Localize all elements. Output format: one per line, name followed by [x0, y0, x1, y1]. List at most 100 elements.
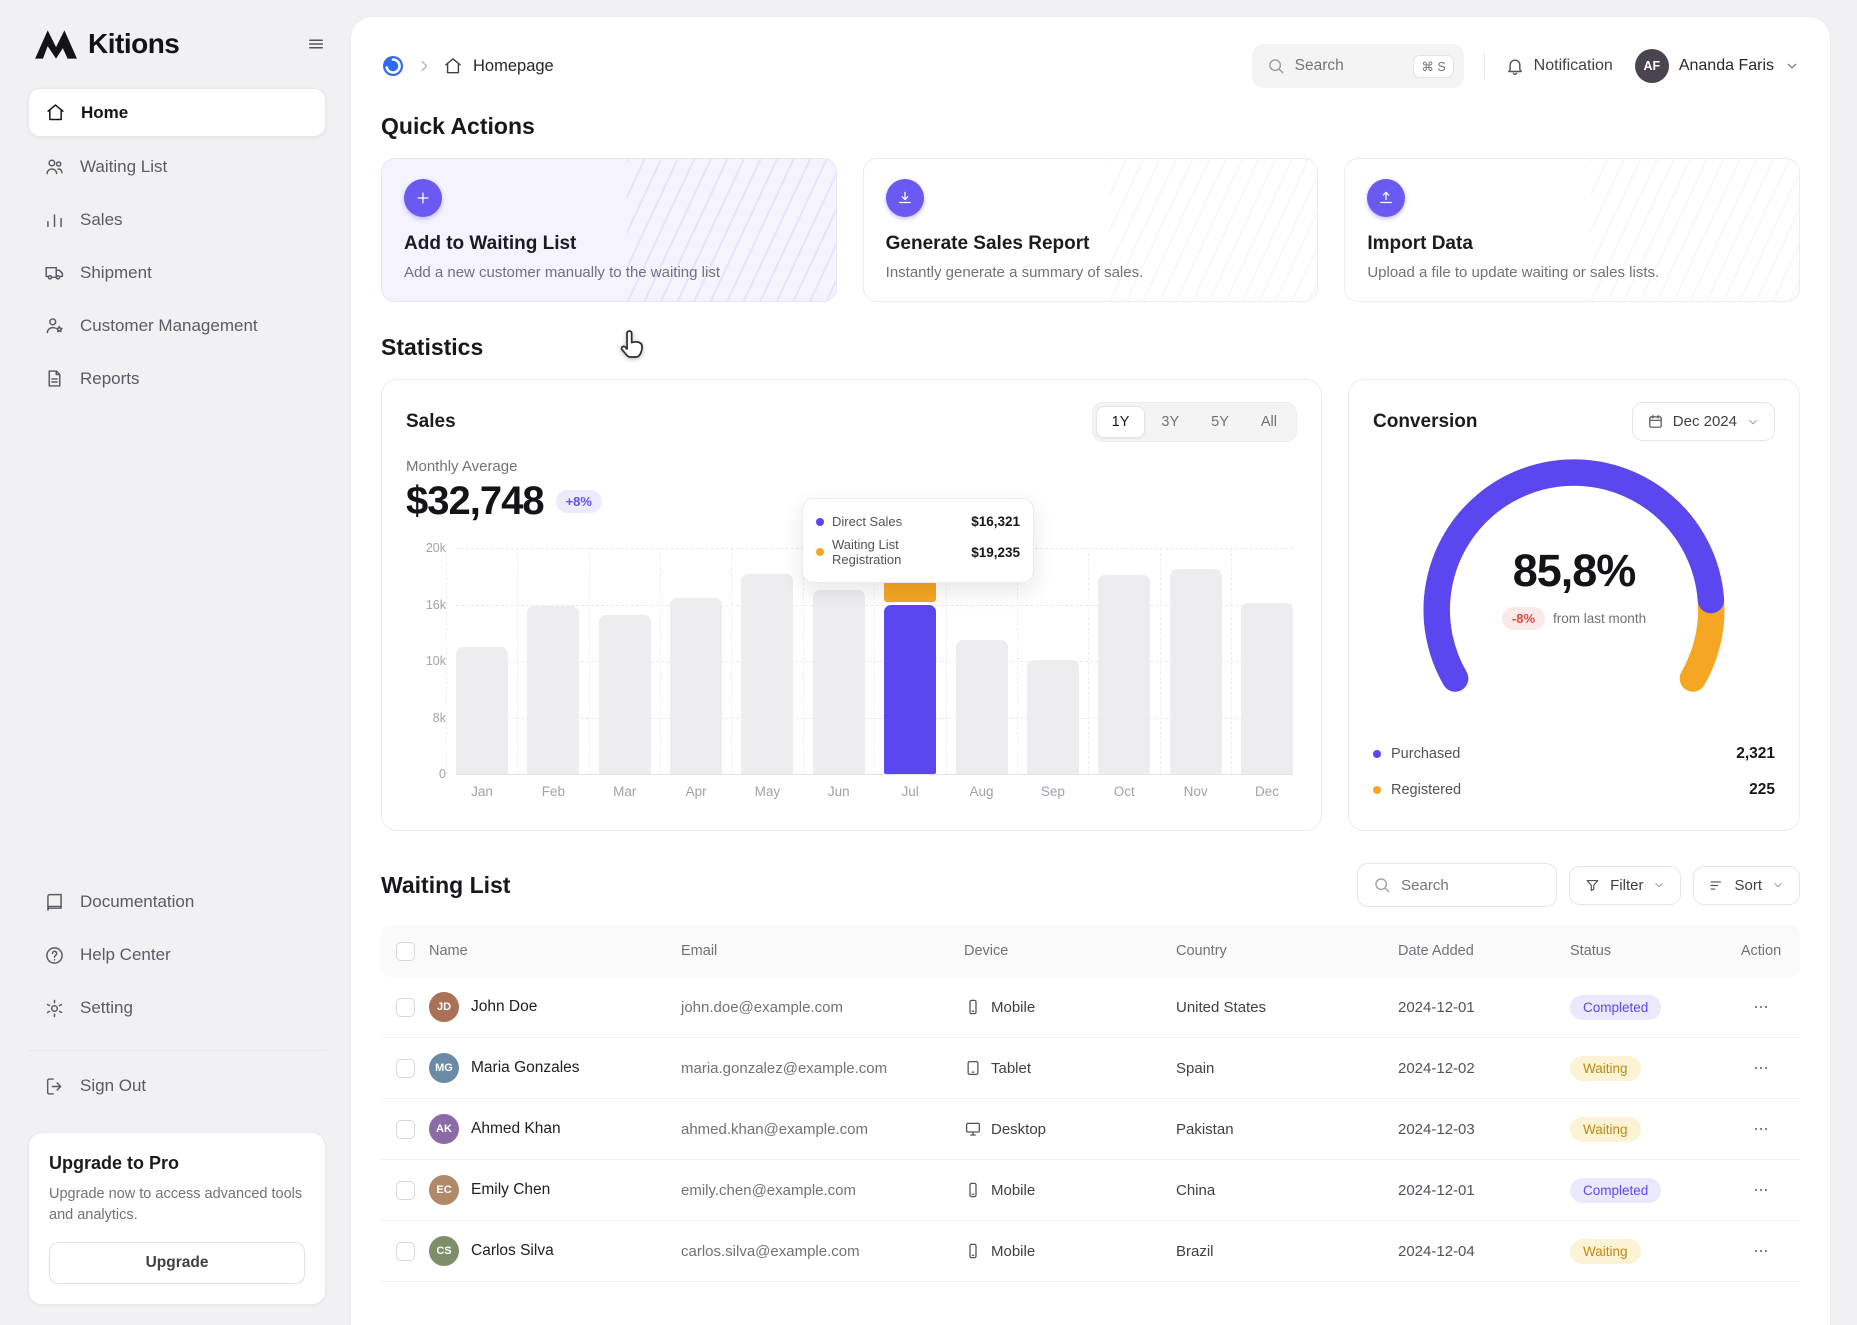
sidebar-nav: Home Waiting List Sales Shipment Customer Ma…	[28, 88, 326, 408]
table-header: NameEmailDeviceCountryDate AddedStatusAc…	[381, 925, 1800, 977]
chevron-right-icon	[415, 57, 433, 75]
column-status: Status	[1570, 943, 1722, 959]
desktop-icon	[964, 1120, 982, 1138]
global-search-input[interactable]	[1295, 57, 1405, 75]
bar-mar: Mar	[599, 548, 651, 774]
global-search[interactable]: ⌘ S	[1252, 44, 1464, 88]
conversion-change-badge: -8%	[1502, 607, 1545, 630]
waiting-list-search-input[interactable]	[1401, 877, 1542, 894]
sidebar-item-setting[interactable]: Setting	[28, 985, 326, 1032]
range-tab-3y[interactable]: 3Y	[1145, 406, 1195, 438]
notification-button[interactable]: Notification	[1505, 56, 1613, 76]
select-all-checkbox[interactable]	[396, 942, 415, 961]
user-name: Ananda Faris	[1679, 57, 1774, 75]
sidebar-item-sales[interactable]: Sales	[28, 196, 326, 243]
conversion-value: 85,8%	[1398, 545, 1750, 597]
row-checkbox[interactable]	[396, 1242, 415, 1261]
user-menu[interactable]: AF Ananda Faris	[1635, 49, 1800, 83]
row-actions-button[interactable]	[1751, 997, 1771, 1017]
sort-button[interactable]: Sort	[1693, 866, 1800, 905]
sidebar-item-home[interactable]: Home	[28, 88, 326, 137]
sidebar-item-reports[interactable]: Reports	[28, 355, 326, 402]
bar-segment-direct	[884, 605, 936, 775]
plus-icon	[414, 189, 432, 207]
sales-icon	[44, 209, 65, 230]
range-tab-1y[interactable]: 1Y	[1096, 406, 1146, 438]
sidebar-item-shipment[interactable]: Shipment	[28, 249, 326, 296]
menu-icon	[306, 34, 326, 54]
row-actions-button[interactable]	[1751, 1241, 1771, 1261]
status-badge: Waiting	[1570, 1239, 1641, 1264]
kitions-logo-icon	[32, 26, 78, 62]
table-row: CSCarlos Silva carlos.silva@example.com …	[381, 1221, 1800, 1282]
quick-action-import-data[interactable]: Import Data Upload a file to update wait…	[1344, 158, 1800, 302]
period-selector[interactable]: Dec 2024	[1632, 402, 1775, 441]
range-tab-all[interactable]: All	[1245, 406, 1293, 438]
waiting-list-search[interactable]	[1357, 863, 1557, 907]
range-tab-5y[interactable]: 5Y	[1195, 406, 1245, 438]
row-checkbox[interactable]	[396, 1120, 415, 1139]
bar-feb: Feb	[527, 548, 579, 774]
row-actions-button[interactable]	[1751, 1058, 1771, 1078]
row-checkbox[interactable]	[396, 998, 415, 1017]
row-avatar: AK	[429, 1114, 459, 1144]
shipment-icon	[44, 262, 65, 283]
monthly-average-label: Monthly Average	[406, 458, 1297, 475]
sidebar-toggle-button[interactable]	[306, 34, 326, 54]
sidebar-item-documentation[interactable]: Documentation	[28, 879, 326, 926]
upgrade-title: Upgrade to Pro	[49, 1153, 305, 1174]
upgrade-button[interactable]: Upgrade	[49, 1242, 305, 1284]
sidebar-item-help-center[interactable]: Help Center	[28, 932, 326, 979]
sidebar-footer-nav: Documentation Help Center Setting	[28, 879, 326, 1038]
bar-may: May	[741, 548, 793, 774]
sales-card-title: Sales	[406, 411, 456, 433]
conversion-legend: Purchased2,321Registered225	[1373, 736, 1775, 808]
app-icon[interactable]	[381, 54, 405, 78]
topbar-divider	[1484, 53, 1485, 79]
sidebar-item-sign-out[interactable]: Sign Out	[28, 1063, 326, 1110]
quick-action-add-to-waiting-list[interactable]: Add to Waiting List Add a new customer m…	[381, 158, 837, 302]
search-icon	[1372, 875, 1392, 895]
row-checkbox[interactable]	[396, 1181, 415, 1200]
bar-dec: Dec	[1241, 548, 1293, 774]
statistics-row: Sales 1Y3Y5YAll Monthly Average $32,748 …	[381, 379, 1800, 831]
status-badge: Waiting	[1570, 1056, 1641, 1081]
sort-label: Sort	[1734, 877, 1762, 894]
download-icon	[896, 189, 914, 207]
filter-button[interactable]: Filter	[1569, 866, 1681, 905]
table-body: JDJohn Doe john.doe@example.com Mobile U…	[381, 977, 1800, 1282]
row-checkbox[interactable]	[396, 1059, 415, 1078]
column-action: Action	[1722, 943, 1800, 959]
row-actions-button[interactable]	[1751, 1180, 1771, 1200]
tooltip-row: Waiting List Registration$19,235	[816, 533, 1020, 571]
conversion-change-label: from last month	[1553, 611, 1646, 626]
notification-label: Notification	[1534, 57, 1613, 75]
help-icon	[44, 945, 65, 966]
home-icon	[45, 102, 66, 123]
calendar-icon	[1647, 413, 1664, 430]
row-actions-button[interactable]	[1751, 1119, 1771, 1139]
conversion-gauge: 85,8% -8% from last month	[1398, 455, 1750, 698]
sidebar-item-waiting-list[interactable]: Waiting List	[28, 143, 326, 190]
dots-icon	[1751, 1180, 1771, 1200]
row-avatar: CS	[429, 1236, 459, 1266]
bar-jan: Jan	[456, 548, 508, 774]
upload-icon	[1377, 189, 1395, 207]
sales-chart-tooltip: Direct Sales$16,321Waiting List Registra…	[802, 498, 1034, 583]
bar-oct: Oct	[1098, 548, 1150, 774]
sidebar-item-customer-management[interactable]: Customer Management	[28, 302, 326, 349]
table-row: AKAhmed Khan ahmed.khan@example.com Desk…	[381, 1099, 1800, 1160]
quick-action-generate-sales-report[interactable]: Generate Sales Report Instantly generate…	[863, 158, 1319, 302]
customer-icon	[44, 315, 65, 336]
tablet-icon	[964, 1059, 982, 1077]
table-row: MGMaria Gonzales maria.gonzalez@example.…	[381, 1038, 1800, 1099]
sidebar: Kitions HomeWaiting ListSalesShipmentCus…	[0, 0, 350, 1325]
mobile-icon	[964, 1242, 982, 1260]
breadcrumb-homepage-link[interactable]: Homepage	[473, 57, 554, 76]
dots-icon	[1751, 1241, 1771, 1261]
dots-icon	[1751, 1058, 1771, 1078]
gear-icon	[44, 998, 65, 1019]
dots-icon	[1751, 997, 1771, 1017]
column-email: Email	[681, 943, 964, 959]
bar-apr: Apr	[670, 548, 722, 774]
